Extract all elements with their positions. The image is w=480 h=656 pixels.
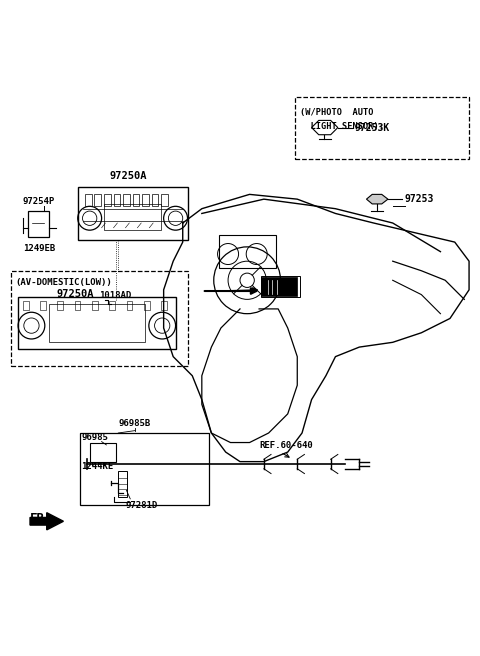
Bar <box>161 301 167 310</box>
Bar <box>142 194 149 206</box>
Bar <box>114 194 120 206</box>
Text: LIGHT SENSOR):: LIGHT SENSOR): <box>300 122 384 131</box>
Polygon shape <box>366 194 388 204</box>
Bar <box>58 301 63 310</box>
Bar <box>161 194 168 206</box>
Text: 96985: 96985 <box>82 432 108 441</box>
Bar <box>23 301 29 310</box>
Bar <box>80 433 209 504</box>
Bar <box>109 301 115 310</box>
Bar <box>144 301 150 310</box>
Bar <box>127 301 132 310</box>
Bar <box>123 194 130 206</box>
Text: 97281D: 97281D <box>125 501 158 510</box>
Text: (AV-DOMESTIC(LOW)): (AV-DOMESTIC(LOW)) <box>16 278 112 287</box>
Text: 97253K: 97253K <box>355 123 390 133</box>
Bar <box>18 297 176 350</box>
Bar <box>262 277 297 296</box>
Text: (W/PHOTO  AUTO: (W/PHOTO AUTO <box>300 108 373 117</box>
Bar <box>92 301 98 310</box>
Text: 97250A: 97250A <box>109 171 146 182</box>
Bar <box>90 443 116 462</box>
Bar <box>95 194 101 206</box>
Text: 1018AD: 1018AD <box>99 291 132 300</box>
Bar <box>49 304 144 342</box>
Bar <box>85 194 92 206</box>
Text: 97253: 97253 <box>405 194 434 204</box>
Bar <box>152 194 158 206</box>
Bar <box>28 211 49 237</box>
Bar <box>104 204 161 230</box>
Text: FR.: FR. <box>30 512 52 525</box>
Text: 97254P: 97254P <box>22 197 54 206</box>
Bar <box>118 471 127 497</box>
Bar <box>132 194 139 206</box>
Text: 97250A: 97250A <box>56 289 94 299</box>
Polygon shape <box>30 513 63 530</box>
Bar <box>11 271 188 366</box>
Bar <box>262 276 300 297</box>
Bar <box>218 235 276 268</box>
Bar <box>75 301 81 310</box>
Bar <box>295 96 469 159</box>
Text: 96985B: 96985B <box>118 419 151 428</box>
Bar <box>78 187 188 239</box>
Text: 1249EB: 1249EB <box>23 245 55 253</box>
Bar <box>40 301 46 310</box>
Polygon shape <box>312 121 338 134</box>
Text: REF.60-640: REF.60-640 <box>259 441 313 450</box>
Bar <box>104 194 111 206</box>
Text: 1244KE: 1244KE <box>82 462 114 471</box>
